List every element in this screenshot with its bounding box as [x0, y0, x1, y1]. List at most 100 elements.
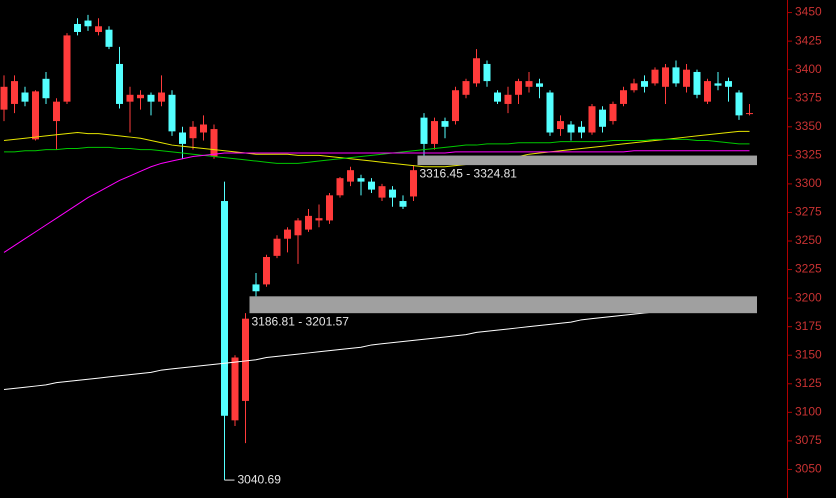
candle-body	[578, 126, 585, 133]
candle-body	[210, 129, 218, 157]
candle-body	[567, 124, 575, 133]
candle-body	[410, 170, 417, 197]
candle-body	[126, 94, 134, 102]
y-tick-label: 3450	[795, 5, 822, 19]
candle-body	[252, 284, 260, 292]
candle-body	[189, 126, 197, 139]
candle-body	[84, 20, 92, 27]
candle-body	[63, 35, 71, 102]
gap-label: 3186.81 - 3201.57	[252, 314, 350, 328]
y-tick-label: 3375	[795, 90, 822, 104]
candle-body	[336, 178, 344, 196]
moving-average-line	[3, 150, 750, 253]
y-tick-label: 3350	[795, 119, 822, 133]
candle-body	[231, 357, 239, 421]
candle-body	[147, 94, 155, 102]
candle-body	[32, 91, 39, 140]
y-tick-label: 3400	[795, 62, 822, 76]
candle-body	[630, 83, 638, 91]
candle-body	[620, 90, 627, 104]
candle-body	[294, 220, 302, 236]
candle-body	[546, 92, 554, 133]
candle-body	[357, 178, 365, 182]
candle-body	[672, 67, 680, 84]
y-tick-label: 3175	[795, 319, 822, 333]
y-tick-label: 3325	[795, 148, 822, 162]
candle-body	[609, 103, 617, 122]
candle-body	[599, 109, 606, 127]
candle-body	[11, 81, 18, 104]
y-tick-label: 3050	[795, 462, 822, 476]
y-tick-label: 3100	[795, 405, 822, 419]
candle-body	[714, 83, 722, 86]
candle-body	[21, 92, 29, 102]
candle-body	[389, 189, 396, 198]
candle-body	[42, 78, 50, 99]
candle-body	[651, 69, 659, 84]
gap-box	[417, 155, 757, 166]
y-tick-label: 3300	[795, 176, 822, 190]
moving-average-line	[4, 138, 750, 164]
candle-body	[179, 132, 186, 144]
candle-body	[704, 81, 711, 102]
candle-body	[284, 229, 291, 239]
candle-body	[536, 83, 543, 87]
candle-body	[105, 29, 113, 47]
moving-average-line	[3, 299, 750, 390]
candle-body	[378, 186, 386, 198]
candle-body	[53, 101, 60, 122]
candle-body	[431, 121, 438, 144]
candle-body	[557, 121, 564, 130]
y-tick-label: 3250	[795, 233, 822, 247]
candle-body	[95, 26, 102, 32]
candle-body	[662, 67, 669, 87]
candle-body	[347, 170, 354, 182]
y-tick-label: 3425	[795, 33, 822, 47]
y-tick-label: 3200	[795, 290, 822, 304]
gap-label: 3316.45 - 3324.81	[420, 166, 518, 180]
candle-body	[326, 195, 333, 221]
candle-body	[399, 201, 407, 207]
candle-body	[74, 23, 81, 32]
candle-body	[315, 218, 323, 221]
candle-body	[0, 86, 8, 110]
y-tick-label: 3150	[795, 347, 822, 361]
candle-body	[273, 238, 281, 256]
candle-body	[242, 318, 249, 401]
candle-body	[200, 124, 207, 133]
candle-body	[483, 63, 491, 82]
low-label: 3040.69	[238, 472, 282, 486]
candle-body	[693, 71, 701, 95]
candle-body	[683, 69, 690, 87]
candle-body	[221, 201, 228, 416]
candle-body	[725, 81, 732, 87]
candle-body	[263, 256, 270, 285]
candle-body	[158, 92, 165, 102]
y-tick-label: 3075	[795, 433, 822, 447]
candle-body	[588, 106, 596, 133]
candle-body	[462, 81, 470, 95]
candle-body	[735, 92, 743, 116]
candle-body	[746, 113, 753, 115]
candle-body	[305, 215, 312, 230]
candle-body	[420, 117, 428, 144]
candle-body	[452, 90, 459, 122]
candle-body	[368, 181, 375, 190]
y-tick-label: 3275	[795, 205, 822, 219]
y-tick-label: 3225	[795, 262, 822, 276]
candle-body	[525, 81, 533, 87]
gap-box	[249, 296, 757, 314]
candle-body	[473, 58, 480, 84]
moving-average-line	[3, 130, 750, 168]
candle-body	[641, 81, 648, 87]
candle-body	[116, 63, 123, 104]
candle-body	[441, 121, 449, 127]
y-tick-label: 3125	[795, 376, 822, 390]
candle-body	[168, 94, 176, 132]
candle-body	[515, 81, 522, 95]
candle-body	[494, 92, 501, 102]
candle-body	[137, 94, 144, 99]
candle-body	[504, 94, 512, 104]
